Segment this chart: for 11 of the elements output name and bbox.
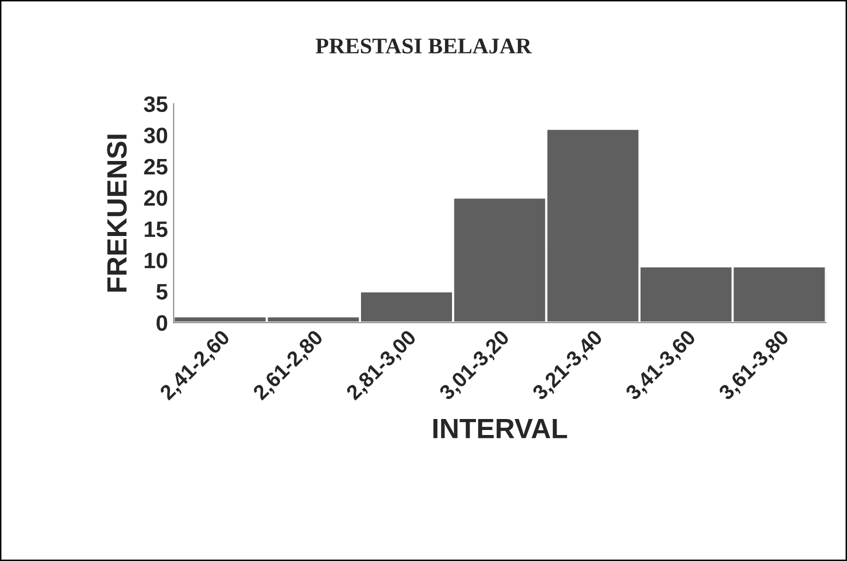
y-axis-title: FREKUENSI: [107, 134, 127, 292]
y-tick-label: 5: [156, 284, 168, 300]
y-tick-label: 10: [144, 252, 168, 268]
y-tick-label: 20: [144, 190, 168, 206]
y-tick-label: 15: [144, 222, 168, 238]
x-axis-title: INTERVAL: [433, 419, 568, 438]
y-tick-label: 0: [156, 315, 168, 331]
chart-title: PRESTASI BELAJAR: [316, 38, 532, 54]
y-tick-label: 25: [144, 158, 168, 175]
y-tick-label: 30: [144, 128, 168, 144]
y-tick-label: 35: [144, 96, 168, 112]
